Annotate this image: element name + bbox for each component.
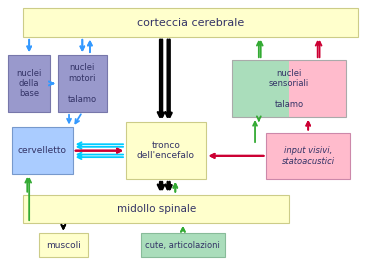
FancyBboxPatch shape xyxy=(38,233,88,257)
FancyBboxPatch shape xyxy=(24,9,357,37)
FancyBboxPatch shape xyxy=(58,55,107,112)
FancyBboxPatch shape xyxy=(141,233,225,257)
FancyBboxPatch shape xyxy=(8,55,50,112)
Text: input visivi,
statoacustici: input visivi, statoacustici xyxy=(282,146,335,166)
FancyBboxPatch shape xyxy=(24,195,289,223)
Text: nuclei
sensoriali

talamo: nuclei sensoriali talamo xyxy=(269,69,309,109)
FancyBboxPatch shape xyxy=(266,133,350,179)
FancyBboxPatch shape xyxy=(126,122,206,179)
Text: muscoli: muscoli xyxy=(46,240,81,250)
FancyBboxPatch shape xyxy=(232,60,289,117)
Text: cervelletto: cervelletto xyxy=(18,146,67,155)
Text: midollo spinale: midollo spinale xyxy=(117,204,196,214)
FancyBboxPatch shape xyxy=(289,60,346,117)
Text: tronco
dell'encefalo: tronco dell'encefalo xyxy=(137,141,195,160)
Text: nuclei
motori

talamo: nuclei motori talamo xyxy=(68,63,97,103)
Text: cute, articolazioni: cute, articolazioni xyxy=(146,240,220,250)
Text: corteccia cerebrale: corteccia cerebrale xyxy=(137,18,244,28)
FancyBboxPatch shape xyxy=(12,127,73,174)
Text: nuclei
della
base: nuclei della base xyxy=(16,69,42,98)
